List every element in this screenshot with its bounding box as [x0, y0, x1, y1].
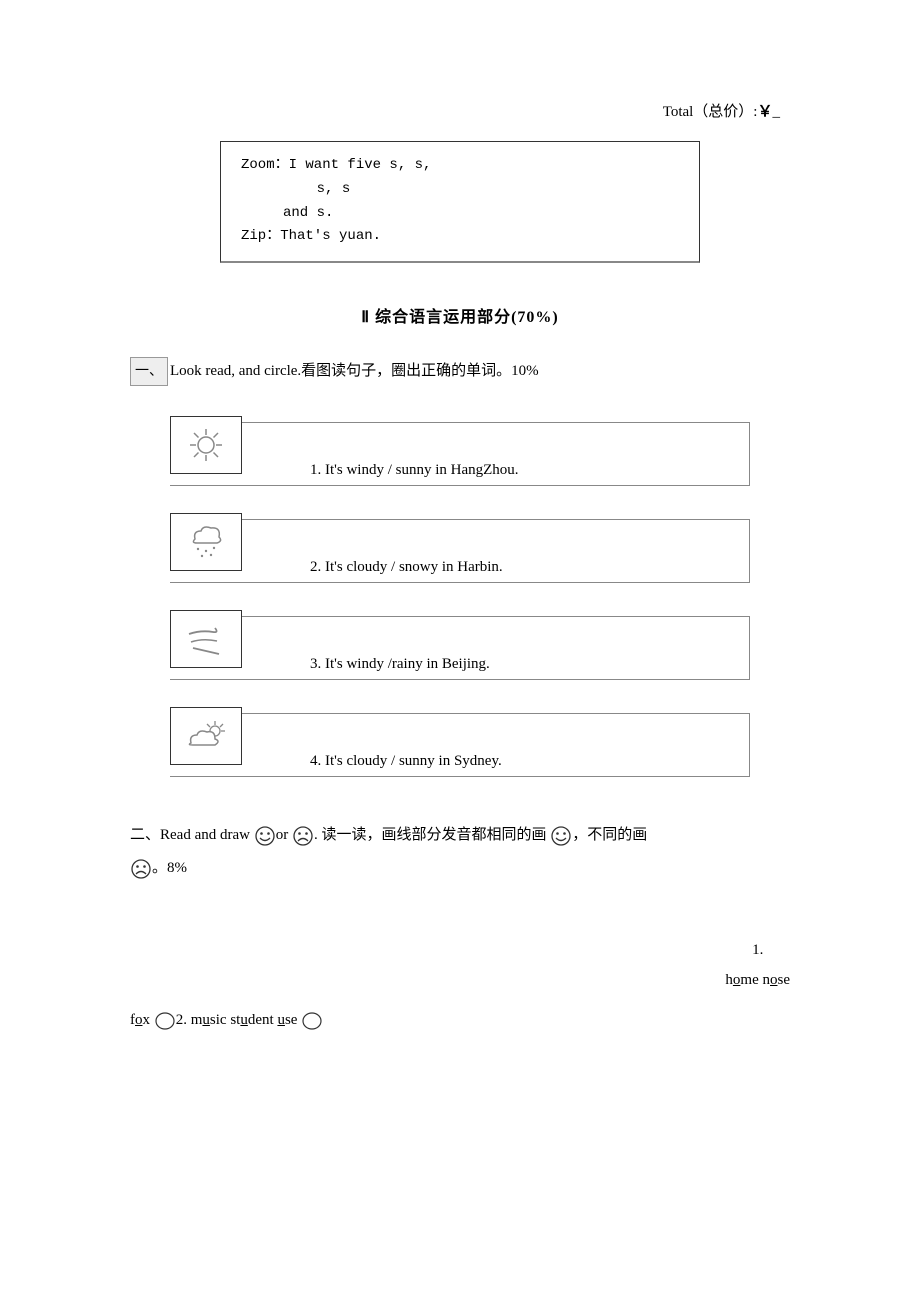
weather-item-4: 4. It's cloudy / sunny in Sydney.	[170, 707, 750, 779]
weather-text-1: 1. It's windy / sunny in HangZhou.	[170, 422, 750, 486]
q1-number: 一、	[130, 357, 168, 386]
weather-sentence-3: 3. It's windy /rainy in Beijing.	[310, 656, 490, 673]
answer-circle-2	[301, 1011, 323, 1031]
weather-text-4: 4. It's cloudy / sunny in Sydney.	[170, 713, 750, 777]
snow-icon	[170, 513, 242, 571]
dialog-line-2: s, s	[241, 178, 679, 202]
q2-suffix: 。8%	[152, 860, 187, 876]
dialog-box: Zoom：I want five s, s, s, s and s. Zip：T…	[220, 141, 700, 263]
weather-text-2: 2. It's cloudy / snowy in Harbin.	[170, 519, 750, 583]
wind-icon	[170, 610, 242, 668]
q1-text: Look read, and circle.看图读句子，圈出正确的单词。10%	[170, 363, 539, 379]
weather-sentence-4: 4. It's cloudy / sunny in Sydney.	[310, 753, 502, 770]
dialog-line-4: Zip：That's yuan.	[241, 225, 679, 249]
weather-sentence-2: 2. It's cloudy / snowy in Harbin.	[310, 559, 503, 576]
weather-item-3: 3. It's windy /rainy in Beijing.	[170, 610, 750, 682]
cloudy-icon	[170, 707, 242, 765]
weather-sentence-1: 1. It's windy / sunny in HangZhou.	[310, 462, 519, 479]
weather-item-2: 2. It's cloudy / snowy in Harbin.	[170, 513, 750, 585]
sun-icon	[170, 416, 242, 474]
weather-item-1: 1. It's windy / sunny in HangZhou.	[170, 416, 750, 488]
q2-mid1: or	[276, 827, 292, 843]
weather-text-3: 3. It's windy /rainy in Beijing.	[170, 616, 750, 680]
yen-symbol: ￥	[757, 104, 772, 120]
phonics-1-number: 1.	[725, 935, 790, 965]
phonics-item-1: 1. home nose	[725, 935, 790, 995]
sad-face-icon	[292, 825, 314, 847]
question-1-instruction: 一、Look read, and circle.看图读句子，圈出正确的单词。10…	[130, 357, 790, 386]
answer-circle-1	[154, 1011, 176, 1031]
dialog-line-1: Zoom：I want five s, s,	[241, 154, 679, 178]
total-price-line: Total（总价）:￥_	[130, 100, 790, 121]
happy-face-icon-2	[550, 825, 572, 847]
dialog-line-3: and s.	[241, 202, 679, 226]
phonics-section: 1. home nose fox 2. music student use	[130, 935, 790, 1035]
section-2-title: Ⅱ 综合语言运用部分(70%)	[130, 303, 790, 327]
q2-mid2: . 读一读，画线部分发音都相同的画	[314, 827, 550, 843]
q2-prefix: 二、Read and draw	[130, 827, 254, 843]
question-2-instruction: 二、Read and draw or . 读一读，画线部分发音都相同的画 ，不同…	[130, 819, 790, 885]
phonics-1-words: home nose	[725, 965, 790, 995]
phonics-item-2: fox 2. music student use	[130, 1005, 790, 1035]
q2-mid3: ，不同的画	[572, 827, 647, 843]
phonics-2-label: 2.	[176, 1012, 191, 1028]
total-label: Total（总价）:	[663, 104, 758, 120]
sad-face-icon-2	[130, 858, 152, 880]
happy-face-icon	[254, 825, 276, 847]
